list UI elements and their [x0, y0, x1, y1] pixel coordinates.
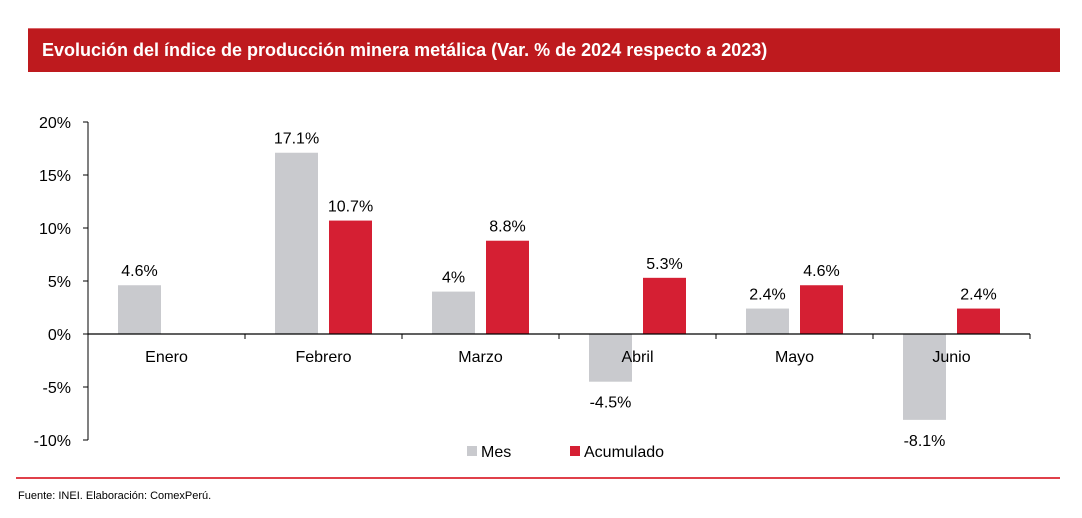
data-label-mes-febrero: 17.1% [274, 131, 319, 148]
bar-mes-enero [118, 285, 161, 334]
bar-chart: 4.6% 17.1% 10.7% 4% 8.8% -4.5% 5.3% 2.4% 4.6% -8.… [34, 115, 1031, 450]
title-bar: Evolución del índice de producción miner… [28, 28, 1060, 72]
x-tick-label-mayo: Mayo [775, 349, 814, 366]
bar-acumulado-mayo [800, 285, 843, 334]
bar-mes-mayo [746, 308, 789, 334]
data-label-acumulado-febrero: 10.7% [328, 199, 373, 216]
legend-label-mes: Mes [481, 444, 512, 461]
data-label-mes-mayo: 2.4% [749, 287, 785, 304]
y-tick-label: 0% [48, 327, 71, 344]
bar-mes-junio [903, 334, 946, 420]
bottom-rule [16, 477, 1060, 479]
x-tick-label-junio: Junio [932, 349, 970, 366]
bar-acumulado-abril [643, 277, 686, 334]
bar-acumulado-junio [957, 308, 1000, 334]
legend-swatch-acumulado [570, 446, 580, 456]
legend-item-mes: Mes [467, 444, 511, 462]
source-note: Fuente: INEI. Elaboración: ComexPerú. [18, 490, 212, 502]
x-tick-label-marzo: Marzo [458, 349, 503, 366]
data-label-mes-junio: -8.1% [904, 433, 946, 450]
bar-mes-marzo [432, 291, 475, 334]
chart-title: Evolución del índice de producción miner… [42, 40, 768, 60]
y-tick-label: 5% [48, 274, 71, 291]
y-tick-label: 10% [39, 221, 71, 238]
legend-item-acumulado: Acumulado [570, 444, 664, 462]
data-label-mes-enero: 4.6% [121, 263, 157, 280]
bar-acumulado-marzo [486, 240, 529, 334]
bar-acumulado-febrero [329, 220, 372, 334]
y-tick-label: -10% [34, 433, 71, 450]
legend-swatch-mes [467, 446, 477, 456]
data-label-acumulado-junio: 2.4% [960, 287, 996, 304]
data-label-mes-abril: -4.5% [590, 395, 632, 412]
y-tick-label: -5% [43, 380, 71, 397]
x-tick-label-abril: Abril [621, 349, 653, 366]
bar-mes-febrero [275, 152, 318, 334]
data-label-acumulado-mayo: 4.6% [803, 263, 839, 280]
data-label-acumulado-abril: 5.3% [646, 256, 682, 273]
data-label-mes-marzo: 4% [442, 270, 465, 287]
data-label-acumulado-marzo: 8.8% [489, 219, 525, 236]
y-tick-label: 20% [39, 115, 71, 132]
x-tick-label-enero: Enero [145, 349, 188, 366]
x-tick-label-febrero: Febrero [295, 349, 351, 366]
bar-mes-abril [589, 334, 632, 382]
y-tick-label: 15% [39, 168, 71, 185]
legend-label-acumulado: Acumulado [584, 444, 665, 461]
